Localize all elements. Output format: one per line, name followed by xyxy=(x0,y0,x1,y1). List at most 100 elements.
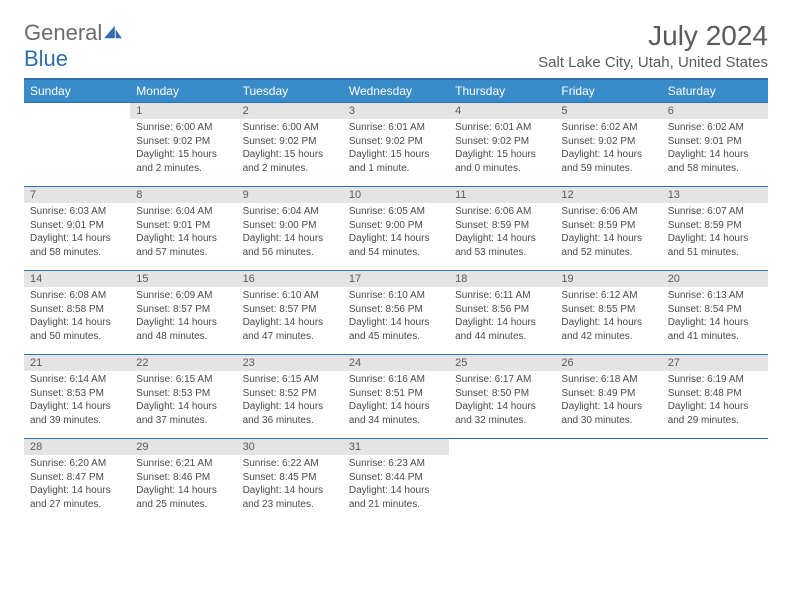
day-info: Sunrise: 6:10 AMSunset: 8:57 PMDaylight:… xyxy=(237,287,343,349)
calendar-week-row: 21Sunrise: 6:14 AMSunset: 8:53 PMDayligh… xyxy=(24,355,768,439)
calendar-day-cell: 8Sunrise: 6:04 AMSunset: 9:01 PMDaylight… xyxy=(130,187,236,271)
brand-sail-icon xyxy=(102,24,124,40)
day-number: 10 xyxy=(343,187,449,203)
day-info: Sunrise: 6:23 AMSunset: 8:44 PMDaylight:… xyxy=(343,455,449,517)
calendar-day-cell: 30Sunrise: 6:22 AMSunset: 8:45 PMDayligh… xyxy=(237,439,343,523)
day-info: Sunrise: 6:02 AMSunset: 9:02 PMDaylight:… xyxy=(555,119,661,181)
weekday-header: Sunday xyxy=(24,80,130,103)
day-info: Sunrise: 6:03 AMSunset: 9:01 PMDaylight:… xyxy=(24,203,130,265)
day-number: 26 xyxy=(555,355,661,371)
weekday-header: Friday xyxy=(555,80,661,103)
calendar-day-cell: 3Sunrise: 6:01 AMSunset: 9:02 PMDaylight… xyxy=(343,103,449,187)
brand-text: General Blue xyxy=(24,20,124,72)
day-info: Sunrise: 6:21 AMSunset: 8:46 PMDaylight:… xyxy=(130,455,236,517)
weekday-header: Wednesday xyxy=(343,80,449,103)
calendar-day-cell: 1Sunrise: 6:00 AMSunset: 9:02 PMDaylight… xyxy=(130,103,236,187)
calendar-week-row: 14Sunrise: 6:08 AMSunset: 8:58 PMDayligh… xyxy=(24,271,768,355)
calendar-day-cell: 15Sunrise: 6:09 AMSunset: 8:57 PMDayligh… xyxy=(130,271,236,355)
weekday-header: Saturday xyxy=(662,80,768,103)
day-number: 27 xyxy=(662,355,768,371)
calendar-day-cell: 28Sunrise: 6:20 AMSunset: 8:47 PMDayligh… xyxy=(24,439,130,523)
day-number: 30 xyxy=(237,439,343,455)
calendar-table: SundayMondayTuesdayWednesdayThursdayFrid… xyxy=(24,80,768,523)
day-number: 8 xyxy=(130,187,236,203)
brand-part1: General xyxy=(24,20,102,45)
calendar-day-cell: 19Sunrise: 6:12 AMSunset: 8:55 PMDayligh… xyxy=(555,271,661,355)
day-number: 20 xyxy=(662,271,768,287)
weekday-header: Tuesday xyxy=(237,80,343,103)
calendar-day-cell: 29Sunrise: 6:21 AMSunset: 8:46 PMDayligh… xyxy=(130,439,236,523)
calendar-day-cell: 20Sunrise: 6:13 AMSunset: 8:54 PMDayligh… xyxy=(662,271,768,355)
calendar-empty-cell xyxy=(662,439,768,523)
calendar-week-row: 7Sunrise: 6:03 AMSunset: 9:01 PMDaylight… xyxy=(24,187,768,271)
day-info: Sunrise: 6:00 AMSunset: 9:02 PMDaylight:… xyxy=(130,119,236,181)
day-info: Sunrise: 6:01 AMSunset: 9:02 PMDaylight:… xyxy=(449,119,555,181)
day-number: 17 xyxy=(343,271,449,287)
calendar-day-cell: 23Sunrise: 6:15 AMSunset: 8:52 PMDayligh… xyxy=(237,355,343,439)
day-number: 28 xyxy=(24,439,130,455)
day-number: 19 xyxy=(555,271,661,287)
day-info: Sunrise: 6:17 AMSunset: 8:50 PMDaylight:… xyxy=(449,371,555,433)
day-info: Sunrise: 6:14 AMSunset: 8:53 PMDaylight:… xyxy=(24,371,130,433)
day-info: Sunrise: 6:18 AMSunset: 8:49 PMDaylight:… xyxy=(555,371,661,433)
day-info: Sunrise: 6:12 AMSunset: 8:55 PMDaylight:… xyxy=(555,287,661,349)
day-info: Sunrise: 6:06 AMSunset: 8:59 PMDaylight:… xyxy=(449,203,555,265)
day-info: Sunrise: 6:16 AMSunset: 8:51 PMDaylight:… xyxy=(343,371,449,433)
calendar-day-cell: 13Sunrise: 6:07 AMSunset: 8:59 PMDayligh… xyxy=(662,187,768,271)
day-info: Sunrise: 6:02 AMSunset: 9:01 PMDaylight:… xyxy=(662,119,768,181)
day-number: 12 xyxy=(555,187,661,203)
calendar-day-cell: 4Sunrise: 6:01 AMSunset: 9:02 PMDaylight… xyxy=(449,103,555,187)
day-info: Sunrise: 6:04 AMSunset: 9:01 PMDaylight:… xyxy=(130,203,236,265)
day-info: Sunrise: 6:20 AMSunset: 8:47 PMDaylight:… xyxy=(24,455,130,517)
calendar-day-cell: 10Sunrise: 6:05 AMSunset: 9:00 PMDayligh… xyxy=(343,187,449,271)
day-info: Sunrise: 6:15 AMSunset: 8:53 PMDaylight:… xyxy=(130,371,236,433)
day-number: 11 xyxy=(449,187,555,203)
day-info: Sunrise: 6:08 AMSunset: 8:58 PMDaylight:… xyxy=(24,287,130,349)
day-info: Sunrise: 6:01 AMSunset: 9:02 PMDaylight:… xyxy=(343,119,449,181)
day-number: 22 xyxy=(130,355,236,371)
calendar-day-cell: 14Sunrise: 6:08 AMSunset: 8:58 PMDayligh… xyxy=(24,271,130,355)
day-number: 29 xyxy=(130,439,236,455)
day-info: Sunrise: 6:13 AMSunset: 8:54 PMDaylight:… xyxy=(662,287,768,349)
calendar-day-cell: 26Sunrise: 6:18 AMSunset: 8:49 PMDayligh… xyxy=(555,355,661,439)
calendar-day-cell: 27Sunrise: 6:19 AMSunset: 8:48 PMDayligh… xyxy=(662,355,768,439)
day-number: 23 xyxy=(237,355,343,371)
day-number: 1 xyxy=(130,103,236,119)
day-number: 31 xyxy=(343,439,449,455)
day-info: Sunrise: 6:06 AMSunset: 8:59 PMDaylight:… xyxy=(555,203,661,265)
calendar-week-row: 1Sunrise: 6:00 AMSunset: 9:02 PMDaylight… xyxy=(24,103,768,187)
day-number: 2 xyxy=(237,103,343,119)
day-number: 4 xyxy=(449,103,555,119)
header: General Blue July 2024 Salt Lake City, U… xyxy=(24,20,768,72)
day-number: 21 xyxy=(24,355,130,371)
day-number: 18 xyxy=(449,271,555,287)
day-info: Sunrise: 6:22 AMSunset: 8:45 PMDaylight:… xyxy=(237,455,343,517)
day-info: Sunrise: 6:09 AMSunset: 8:57 PMDaylight:… xyxy=(130,287,236,349)
day-info: Sunrise: 6:07 AMSunset: 8:59 PMDaylight:… xyxy=(662,203,768,265)
calendar-empty-cell xyxy=(449,439,555,523)
calendar-empty-cell xyxy=(555,439,661,523)
day-number: 13 xyxy=(662,187,768,203)
day-number: 16 xyxy=(237,271,343,287)
calendar-day-cell: 7Sunrise: 6:03 AMSunset: 9:01 PMDaylight… xyxy=(24,187,130,271)
day-number: 7 xyxy=(24,187,130,203)
day-info: Sunrise: 6:11 AMSunset: 8:56 PMDaylight:… xyxy=(449,287,555,349)
calendar-day-cell: 22Sunrise: 6:15 AMSunset: 8:53 PMDayligh… xyxy=(130,355,236,439)
calendar-day-cell: 31Sunrise: 6:23 AMSunset: 8:44 PMDayligh… xyxy=(343,439,449,523)
calendar-day-cell: 25Sunrise: 6:17 AMSunset: 8:50 PMDayligh… xyxy=(449,355,555,439)
calendar-day-cell: 9Sunrise: 6:04 AMSunset: 9:00 PMDaylight… xyxy=(237,187,343,271)
weekday-header: Thursday xyxy=(449,80,555,103)
day-number: 25 xyxy=(449,355,555,371)
day-info: Sunrise: 6:15 AMSunset: 8:52 PMDaylight:… xyxy=(237,371,343,433)
calendar-day-cell: 24Sunrise: 6:16 AMSunset: 8:51 PMDayligh… xyxy=(343,355,449,439)
day-number: 9 xyxy=(237,187,343,203)
day-number: 15 xyxy=(130,271,236,287)
day-number: 5 xyxy=(555,103,661,119)
location-text: Salt Lake City, Utah, United States xyxy=(538,54,768,71)
month-title: July 2024 xyxy=(538,20,768,52)
calendar-day-cell: 6Sunrise: 6:02 AMSunset: 9:01 PMDaylight… xyxy=(662,103,768,187)
calendar-head: SundayMondayTuesdayWednesdayThursdayFrid… xyxy=(24,80,768,103)
calendar-day-cell: 16Sunrise: 6:10 AMSunset: 8:57 PMDayligh… xyxy=(237,271,343,355)
day-number: 3 xyxy=(343,103,449,119)
day-info: Sunrise: 6:10 AMSunset: 8:56 PMDaylight:… xyxy=(343,287,449,349)
